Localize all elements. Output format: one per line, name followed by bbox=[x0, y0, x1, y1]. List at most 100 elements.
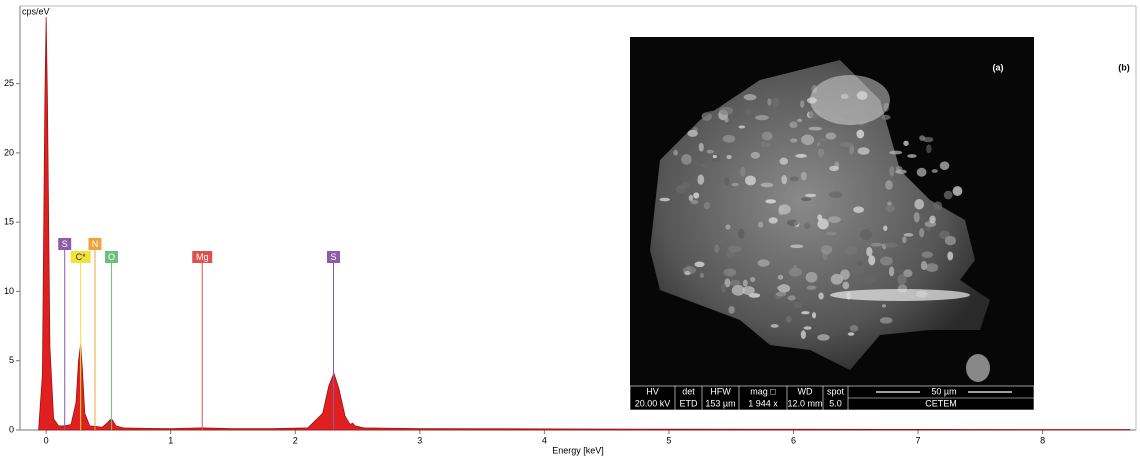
sem-texture bbox=[779, 157, 789, 165]
sem-texture bbox=[789, 176, 799, 182]
sem-texture bbox=[690, 199, 699, 205]
sem-texture bbox=[727, 245, 742, 253]
lab-label: CETEM bbox=[925, 398, 957, 408]
x-tick-label: 7 bbox=[916, 435, 921, 445]
info-value: 5.0 bbox=[829, 398, 842, 408]
sem-texture bbox=[724, 278, 731, 288]
sem-texture bbox=[829, 165, 839, 172]
sem-texture bbox=[758, 221, 764, 228]
sem-texture bbox=[817, 218, 829, 230]
sem-texture bbox=[684, 271, 691, 276]
sem-texture bbox=[659, 197, 670, 202]
sem-texture bbox=[929, 215, 936, 224]
sem-texture bbox=[856, 129, 865, 139]
peak-label-box bbox=[105, 251, 119, 263]
sem-texture bbox=[793, 301, 803, 309]
sem-texture bbox=[719, 106, 734, 115]
x-tick-label: 5 bbox=[666, 435, 671, 445]
sem-texture bbox=[675, 184, 686, 194]
sem-texture bbox=[902, 236, 907, 244]
sem-texture bbox=[706, 149, 714, 154]
sem-texture bbox=[895, 169, 907, 174]
sem-texture bbox=[817, 214, 823, 221]
info-value: 1 944 x bbox=[748, 398, 778, 408]
sem-texture bbox=[765, 199, 777, 204]
sem-texture bbox=[826, 231, 838, 236]
sem-texture bbox=[818, 140, 827, 150]
sem-texture bbox=[731, 182, 739, 187]
peak-label-box bbox=[70, 251, 91, 263]
x-tick-label: 0 bbox=[44, 435, 49, 445]
x-tick-label: 2 bbox=[293, 435, 298, 445]
sem-texture bbox=[800, 100, 805, 108]
sem-texture bbox=[820, 244, 833, 255]
sem-texture bbox=[775, 291, 787, 297]
peak-label: S bbox=[62, 239, 68, 249]
sem-texture bbox=[707, 110, 720, 114]
sem-texture bbox=[852, 265, 865, 275]
sem-texture bbox=[768, 217, 778, 224]
sem-texture bbox=[755, 114, 769, 121]
sem-highlight bbox=[830, 289, 970, 301]
sem-texture bbox=[870, 242, 883, 247]
sem-texture bbox=[893, 269, 904, 274]
sem-texture bbox=[849, 324, 859, 332]
x-tick-label: 8 bbox=[1040, 435, 1045, 445]
sem-texture bbox=[787, 295, 796, 301]
peak-label: S bbox=[330, 252, 336, 262]
info-header: det bbox=[682, 386, 695, 396]
y-tick-label: 0 bbox=[9, 424, 14, 434]
sem-texture bbox=[881, 304, 886, 308]
peak-label: Mg bbox=[196, 252, 209, 262]
y-tick-label: 10 bbox=[4, 286, 14, 296]
sem-texture bbox=[845, 245, 858, 255]
sem-texture bbox=[828, 191, 843, 199]
sem-texture bbox=[793, 264, 798, 272]
sem-texture bbox=[818, 292, 824, 300]
peak-label-box bbox=[88, 238, 102, 250]
sem-texture bbox=[880, 256, 893, 266]
sem-texture bbox=[916, 167, 927, 177]
sem-texture bbox=[725, 224, 731, 230]
sem-texture bbox=[922, 136, 934, 143]
x-tick-label: 3 bbox=[417, 435, 422, 445]
sem-texture bbox=[857, 260, 863, 266]
sem-texture bbox=[788, 267, 803, 277]
sem-texture bbox=[767, 98, 772, 106]
sem-texture bbox=[887, 201, 892, 206]
sem-texture bbox=[776, 285, 790, 291]
sem-texture bbox=[889, 166, 895, 177]
sem-texture bbox=[881, 114, 891, 120]
sem-texture bbox=[827, 216, 841, 224]
sem-texture bbox=[840, 269, 850, 280]
sem-texture bbox=[801, 197, 812, 202]
sem-texture bbox=[857, 147, 870, 155]
sem-texture bbox=[808, 126, 822, 131]
peak-label-box bbox=[192, 251, 213, 263]
x-tick-label: 4 bbox=[542, 435, 547, 445]
sem-texture bbox=[699, 272, 705, 278]
y-tick-label: 20 bbox=[4, 147, 14, 157]
panel-label: (b) bbox=[1118, 62, 1130, 72]
sem-texture bbox=[806, 285, 817, 290]
sem-texture bbox=[688, 194, 694, 201]
sem-texture bbox=[903, 140, 909, 146]
sem-texture bbox=[722, 134, 736, 143]
sem-image bbox=[630, 37, 1034, 386]
sem-texture bbox=[889, 150, 903, 155]
sem-texture bbox=[781, 175, 788, 185]
info-value: 20.00 kV bbox=[635, 398, 671, 408]
sem-texture bbox=[742, 279, 748, 287]
sem-texture bbox=[801, 311, 810, 315]
sem-texture bbox=[860, 229, 872, 241]
sem-texture bbox=[771, 97, 780, 108]
y-tick-label: 25 bbox=[4, 78, 14, 88]
sem-texture bbox=[868, 255, 876, 266]
sem-texture bbox=[765, 143, 771, 148]
sem-texture bbox=[800, 171, 807, 181]
sem-texture bbox=[730, 279, 741, 287]
sem-texture bbox=[897, 274, 907, 286]
sem-texture bbox=[694, 261, 705, 268]
sem-texture bbox=[805, 193, 817, 198]
